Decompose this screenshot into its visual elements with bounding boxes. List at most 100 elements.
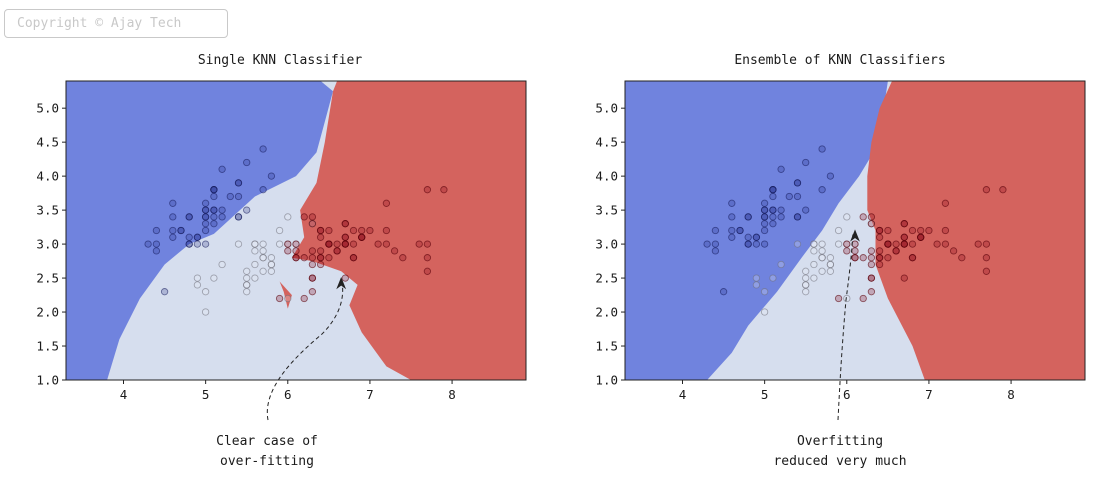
data-point-blue <box>826 172 835 180</box>
region-red-1 <box>867 81 1085 380</box>
data-point-red <box>316 260 325 269</box>
region-red-1 <box>291 81 526 380</box>
data-point-red <box>308 213 317 221</box>
x-tick-label: 6 <box>284 387 292 402</box>
data-point-red <box>423 267 432 275</box>
data-point-red <box>834 294 843 303</box>
y-tick-label: 1.0 <box>595 373 618 388</box>
data-point-blue <box>728 226 736 235</box>
data-point-blue <box>234 179 243 187</box>
data-point-red <box>308 288 317 296</box>
data-point-blue <box>210 186 218 194</box>
data-point-red <box>867 254 876 262</box>
data-points <box>144 145 448 316</box>
data-point-light <box>193 274 202 282</box>
data-point-red <box>341 220 349 228</box>
data-point-red <box>884 226 892 235</box>
data-point-blue <box>760 240 769 248</box>
data-point-red <box>859 294 867 303</box>
data-point-red <box>867 213 876 221</box>
data-point-red <box>325 254 333 262</box>
data-point-blue <box>169 226 177 235</box>
data-point-blue <box>193 240 202 248</box>
data-point-red <box>867 274 876 282</box>
data-point-red <box>358 233 366 241</box>
data-point-red <box>941 240 950 248</box>
data-point-light <box>267 254 276 262</box>
region-blue-0 <box>66 81 333 380</box>
data-point-red <box>292 247 300 255</box>
data-point-blue <box>793 179 802 187</box>
y-tick-label: 1.5 <box>36 339 59 354</box>
data-point-red <box>982 186 991 194</box>
data-point-blue <box>152 240 161 248</box>
data-point-light <box>818 247 826 255</box>
x-tick-label: 5 <box>202 387 210 402</box>
data-point-blue <box>769 213 777 221</box>
data-point-blue <box>744 213 752 221</box>
data-point-red <box>958 254 966 262</box>
data-point-light <box>777 260 785 269</box>
y-tick-label: 3.0 <box>36 237 59 252</box>
data-point-red <box>908 240 917 248</box>
annotation-arrowhead <box>336 276 347 290</box>
data-point-light <box>259 254 267 262</box>
data-point-light <box>802 267 810 275</box>
data-point-light <box>769 274 777 282</box>
data-point-light <box>818 267 826 275</box>
region-blue-0 <box>625 81 888 380</box>
data-point-red <box>308 254 317 262</box>
data-point-red <box>900 233 908 241</box>
x-tick-label: 4 <box>679 387 687 402</box>
data-point-red <box>859 213 867 221</box>
y-tick-label: 2.0 <box>595 305 618 320</box>
data-point-red <box>917 233 925 241</box>
x-tick-label: 8 <box>1007 387 1015 402</box>
data-point-red <box>366 226 374 235</box>
data-point-light <box>802 288 810 296</box>
chart-title: Ensemble of KNN Classifiers <box>734 53 945 68</box>
annotation-text: Clear case of <box>216 434 318 449</box>
y-tick-label: 2.5 <box>36 271 59 286</box>
y-tick-label: 5.0 <box>36 101 59 116</box>
data-point-red <box>308 260 317 269</box>
data-point-red <box>859 254 867 262</box>
x-tick-label: 8 <box>448 387 456 402</box>
data-point-blue <box>711 247 720 255</box>
y-tick-label: 5.0 <box>595 101 618 116</box>
data-point-light <box>259 247 267 255</box>
data-point-red <box>284 240 292 248</box>
data-point-light <box>267 260 276 269</box>
data-point-red <box>875 254 884 262</box>
data-point-light <box>818 240 826 248</box>
data-point-light <box>251 260 259 269</box>
data-point-light <box>843 294 851 303</box>
data-point-red <box>875 233 884 241</box>
data-point-light <box>793 240 802 248</box>
data-point-blue <box>760 226 769 235</box>
data-point-light <box>802 274 810 282</box>
data-point-light <box>834 240 843 248</box>
y-tick-label: 4.5 <box>36 135 59 150</box>
data-point-red <box>875 247 884 255</box>
data-point-blue <box>752 233 761 241</box>
data-point-red <box>843 240 851 248</box>
data-point-red <box>382 226 391 235</box>
data-point-light <box>251 274 259 282</box>
data-point-red <box>415 240 423 248</box>
annotation-text: over-fitting <box>220 454 314 469</box>
data-point-red <box>908 254 917 262</box>
chart-title: Single KNN Classifier <box>198 53 363 68</box>
data-point-light <box>760 288 769 296</box>
y-tick-label: 4.0 <box>36 169 59 184</box>
data-point-light <box>218 260 226 269</box>
data-point-red <box>284 247 292 255</box>
data-point-blue <box>201 206 210 214</box>
data-point-red <box>399 254 407 262</box>
data-point-blue <box>777 206 785 214</box>
data-point-blue <box>760 220 769 228</box>
data-point-light <box>259 267 267 275</box>
data-point-red <box>941 199 950 207</box>
data-point-blue <box>193 233 202 241</box>
